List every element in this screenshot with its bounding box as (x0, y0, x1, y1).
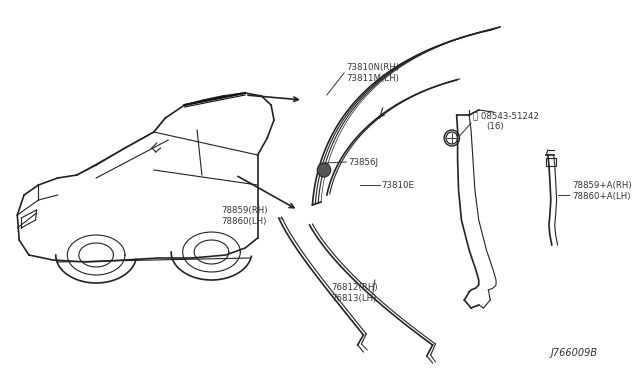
Text: (16): (16) (486, 122, 504, 131)
Text: 73810E: 73810E (381, 180, 415, 189)
Text: 78860+A(LH): 78860+A(LH) (572, 192, 630, 201)
Text: 76812(RH): 76812(RH) (332, 283, 378, 292)
Text: 78860(LH): 78860(LH) (221, 217, 266, 226)
Text: 78859(RH): 78859(RH) (221, 206, 268, 215)
Text: Ⓑ 08543-51242: Ⓑ 08543-51242 (473, 111, 539, 120)
Text: 78859+A(RH): 78859+A(RH) (572, 181, 632, 190)
Text: J766009B: J766009B (551, 348, 598, 358)
Text: 73811M(LH): 73811M(LH) (346, 74, 399, 83)
Circle shape (318, 164, 330, 176)
Bar (546, 158, 556, 166)
Text: 76813(LH): 76813(LH) (332, 294, 377, 303)
Text: 73856J: 73856J (348, 157, 378, 167)
Text: 73810N(RH): 73810N(RH) (346, 63, 399, 72)
